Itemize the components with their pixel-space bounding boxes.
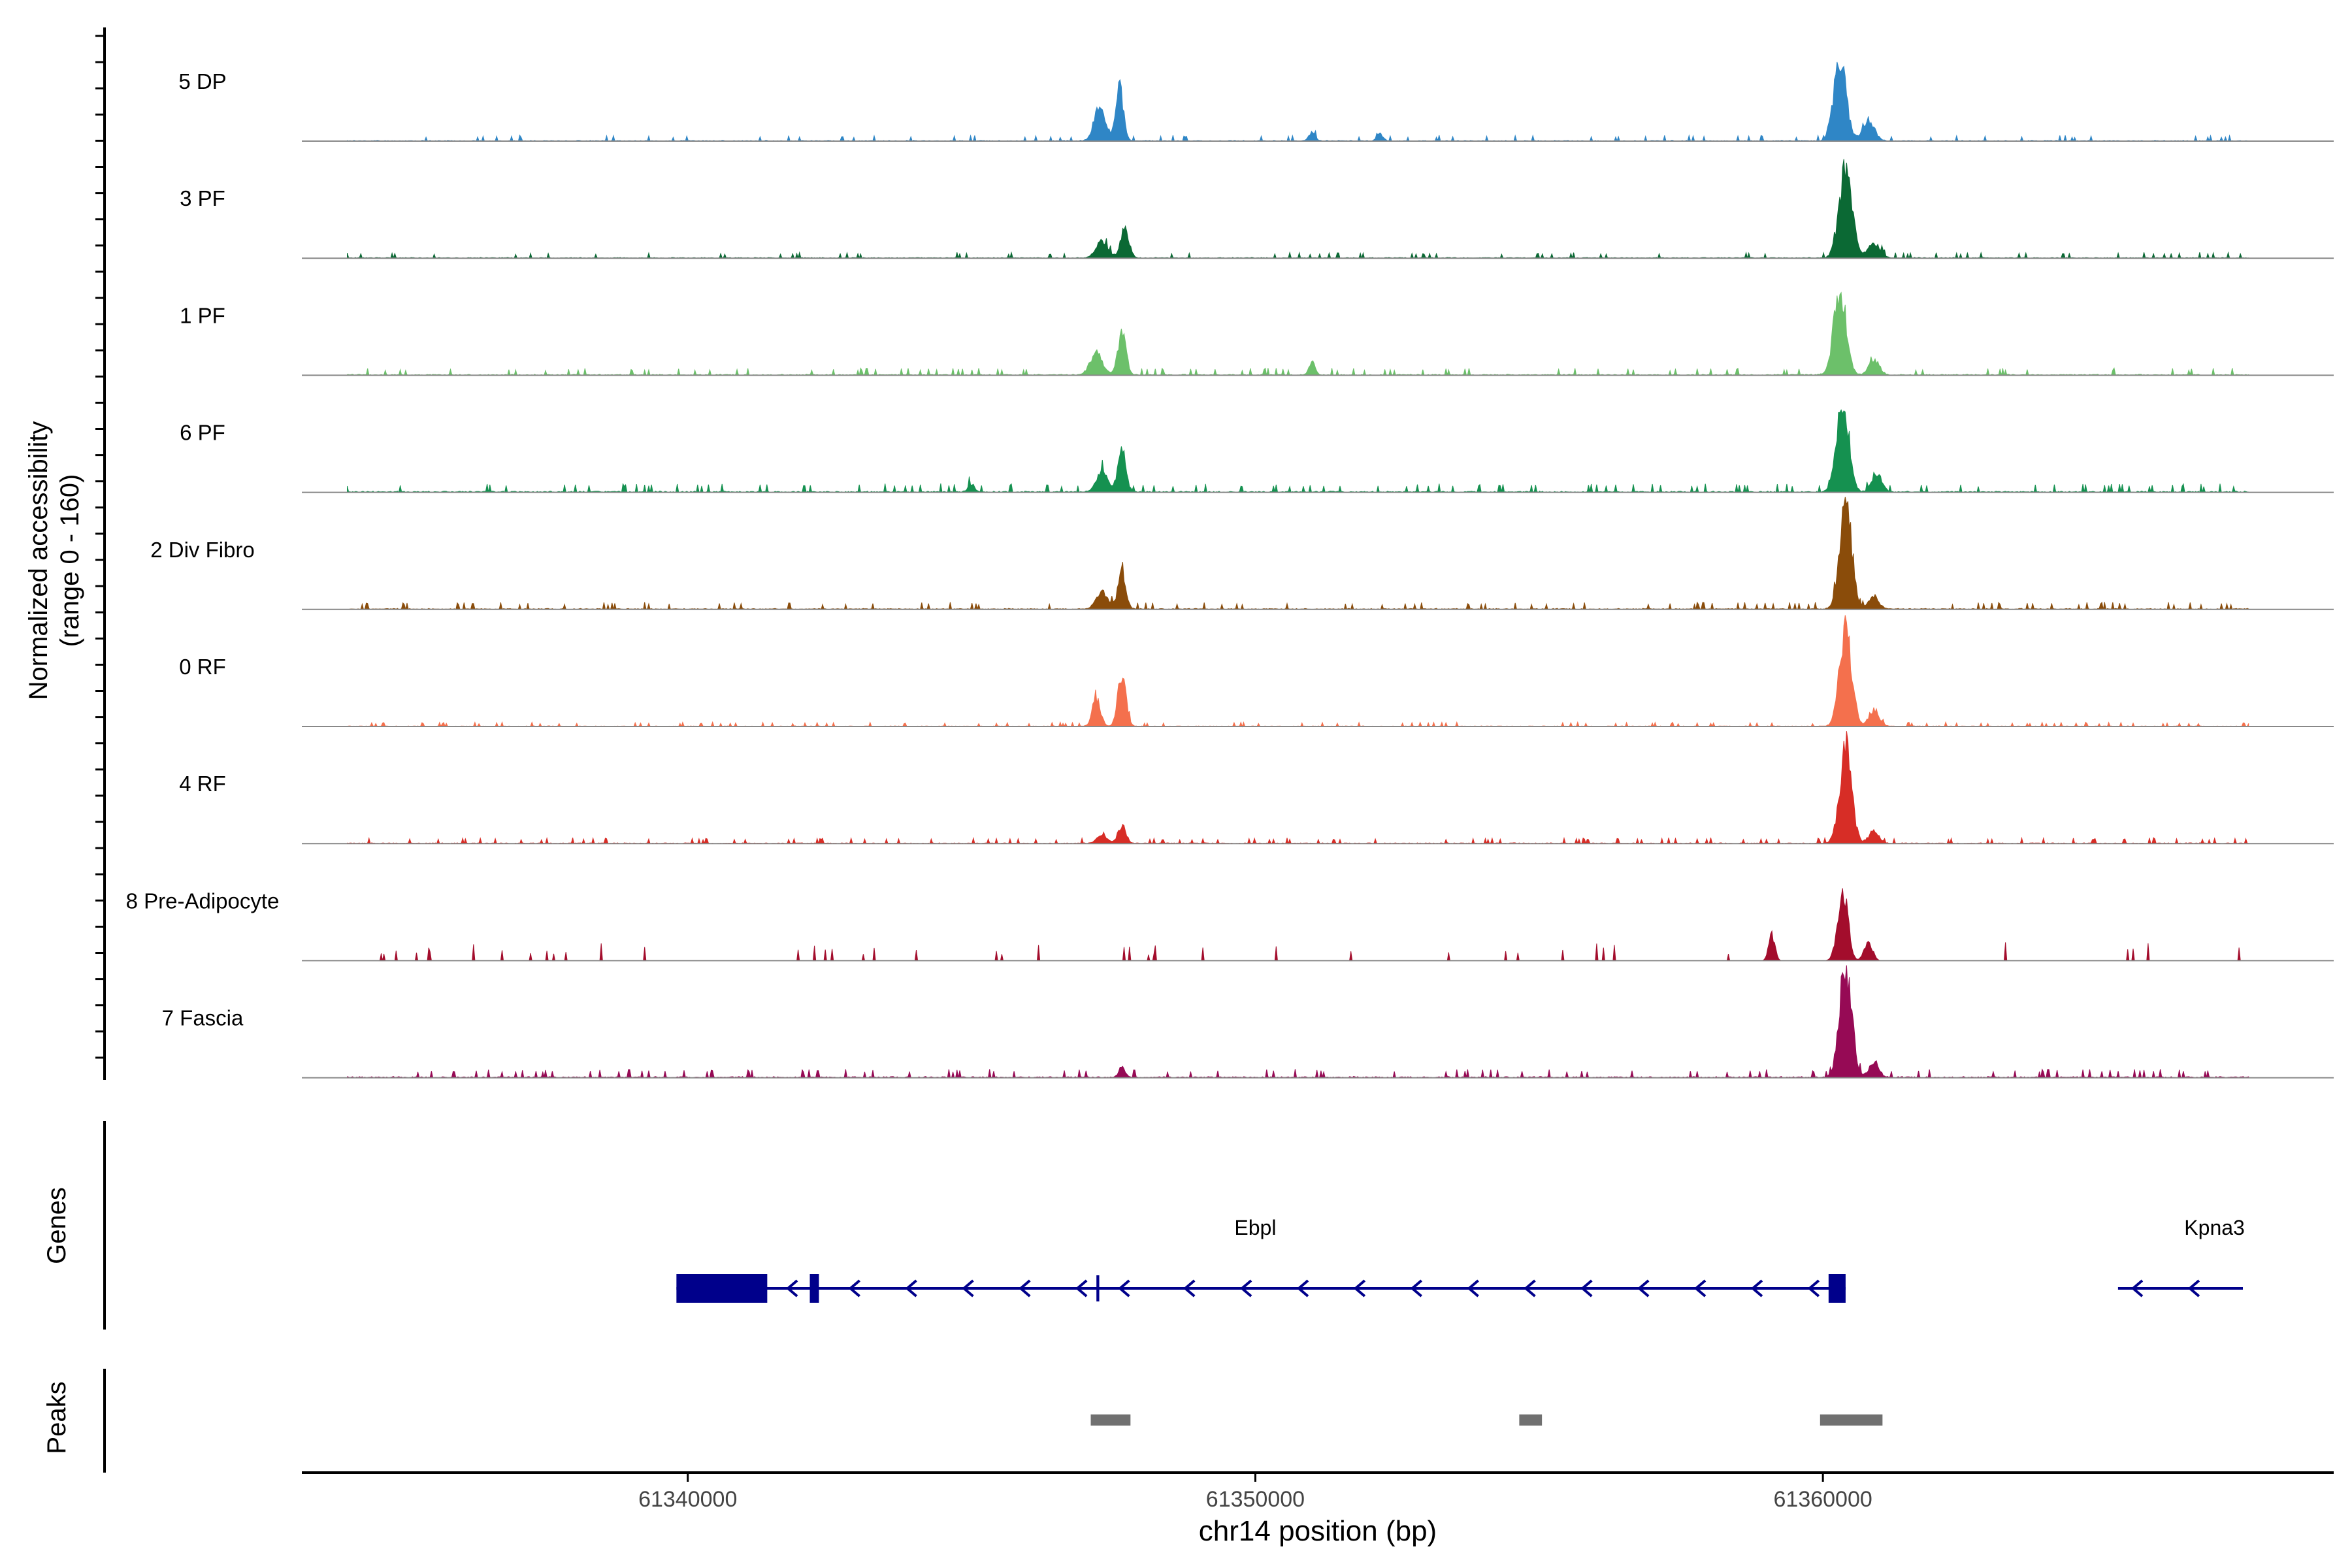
track-8-pre-adipocyte: 8 Pre-Adipocyte — [126, 888, 2334, 962]
peaks-axis-title: Peaks — [42, 1381, 71, 1454]
track-7-fascia: 7 Fascia — [162, 965, 2334, 1079]
gene-label: Ebpl — [1234, 1216, 1276, 1239]
gene-label: Kpna3 — [2184, 1216, 2245, 1239]
peak-region — [1820, 1414, 1883, 1426]
left-axes — [95, 27, 106, 1473]
track-label: 4 RF — [179, 772, 226, 796]
coverage-area — [347, 497, 2249, 610]
strand-arrow — [1019, 1279, 1031, 1298]
track-6-pf: 6 PF — [180, 409, 2334, 493]
track-1-pf: 1 PF — [180, 291, 2334, 376]
strand-arrow — [1637, 1279, 1650, 1298]
coverage-area — [347, 731, 2249, 845]
strand-arrow — [1353, 1279, 1366, 1298]
coverage-area — [347, 965, 2249, 1079]
x-axis-title: chr14 position (bp) — [1199, 1515, 1437, 1547]
track-label: 8 Pre-Adipocyte — [126, 889, 280, 913]
x-axis: 61340000 61350000 61360000 — [302, 1471, 2334, 1512]
strand-arrow — [1467, 1279, 1479, 1298]
strand-arrow — [1075, 1279, 1088, 1298]
coverage-area — [347, 888, 2249, 961]
track-label: 0 RF — [179, 655, 226, 679]
peak-region — [1090, 1414, 1131, 1426]
track-label: 6 PF — [180, 421, 225, 445]
peak-region — [1519, 1414, 1543, 1426]
gene-exon — [809, 1274, 819, 1303]
track-label: 1 PF — [180, 303, 225, 327]
track-label: 2 Div Fibro — [150, 538, 255, 562]
gene-exon — [676, 1274, 768, 1303]
y-axis-title: Normalized accessibility — [24, 421, 53, 700]
strand-arrow — [848, 1279, 860, 1298]
strand-arrow — [1750, 1279, 1763, 1298]
strand-arrow — [905, 1279, 917, 1298]
strand-arrow — [786, 1279, 798, 1298]
strand-arrow — [1410, 1279, 1422, 1298]
coverage-area — [347, 291, 2249, 376]
coverage-area — [347, 615, 2249, 728]
strand-arrow — [1118, 1279, 1130, 1298]
strand-arrow — [1693, 1279, 1707, 1298]
x-tick-label: 61360000 — [1774, 1487, 1872, 1512]
track-label: 5 DP — [178, 69, 226, 93]
x-tick-label: 61340000 — [638, 1487, 737, 1512]
track-5-dp: 5 DP — [178, 61, 2334, 142]
gene-exon — [1828, 1274, 1846, 1303]
strand-arrow — [1807, 1279, 1820, 1298]
gene-exon — [1096, 1275, 1100, 1301]
track-2-div-fibro: 2 Div Fibro — [150, 497, 2334, 610]
coverage-area — [347, 409, 2249, 493]
strand-arrow — [1239, 1279, 1252, 1298]
strand-arrow — [2187, 1279, 2200, 1298]
gene-kpna3: Kpna3 — [2117, 1216, 2245, 1298]
coverage-area — [347, 159, 2249, 259]
peaks-track — [1090, 1414, 1883, 1426]
track-4-rf: 4 RF — [179, 731, 2334, 845]
strand-arrow — [1524, 1279, 1536, 1298]
coverage-area — [347, 61, 2249, 142]
strand-arrow — [1183, 1279, 1196, 1298]
genes-axis-title: Genes — [42, 1187, 71, 1264]
strand-arrow — [1580, 1279, 1593, 1298]
strand-arrow — [1296, 1279, 1309, 1298]
track-0-rf: 0 RF — [179, 615, 2334, 728]
x-tick-label: 61350000 — [1206, 1487, 1305, 1512]
gene-ebpl: Ebpl — [676, 1216, 1846, 1303]
track-3-pf: 3 PF — [180, 159, 2334, 259]
track-label: 7 Fascia — [162, 1006, 244, 1030]
strand-arrow — [962, 1279, 974, 1298]
gene-annotation-track: Ebpl Kpna3 — [676, 1216, 2245, 1303]
strand-arrow — [2131, 1279, 2144, 1298]
track-label: 3 PF — [180, 186, 225, 210]
coverage-tracks: 5 DP 3 PF 1 PF 6 PF 2 Div Fibro 0 RF 4 RF 8 Pre… — [126, 61, 2334, 1079]
y-axis-range: (range 0 - 160) — [56, 474, 84, 647]
